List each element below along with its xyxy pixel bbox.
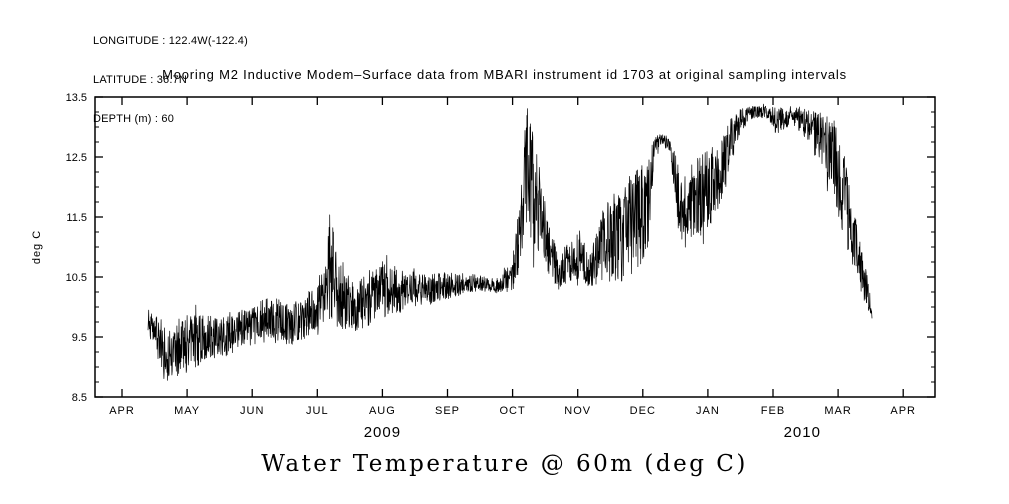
x-tick-label: NOV [564, 405, 591, 417]
header-latitude: LATITUDE : 36.7N [93, 74, 188, 86]
x-tick-label: MAY [174, 405, 200, 417]
x-tick-label: DEC [630, 405, 656, 417]
year-label: 2010 [784, 424, 821, 441]
year-label: 2009 [364, 424, 401, 441]
x-tick-label: JAN [696, 405, 720, 417]
y-tick-label: 8.5 [72, 392, 87, 404]
header-block: LONGITUDE : 122.4W(-122.4) LATITUDE : 36… [93, 9, 248, 152]
x-tick-label: APR [890, 405, 916, 417]
plot-title: Mooring M2 Inductive Modem–Surface data … [162, 67, 847, 82]
x-tick-label: FEB [761, 405, 785, 417]
x-tick-label: JUN [240, 405, 264, 417]
x-tick-label: MAR [824, 405, 851, 417]
y-tick-label: 10.5 [66, 272, 87, 284]
x-tick-label: AUG [369, 405, 396, 417]
bottom-title: Water Temperature @ 60m (deg C) [261, 451, 748, 477]
x-tick-label: JUL [306, 405, 329, 417]
x-tick-label: SEP [435, 405, 460, 417]
header-longitude: LONGITUDE : 122.4W(-122.4) [93, 35, 248, 47]
x-tick-label: APR [109, 405, 135, 417]
temperature-series-line [147, 103, 873, 381]
y-tick-label: 11.5 [66, 212, 87, 224]
y-tick-label: 13.5 [66, 92, 87, 104]
x-tick-label: OCT [499, 405, 525, 417]
y-tick-label: 12.5 [66, 152, 87, 164]
y-tick-label: 9.5 [72, 332, 87, 344]
header-depth: DEPTH (m) : 60 [93, 113, 175, 125]
